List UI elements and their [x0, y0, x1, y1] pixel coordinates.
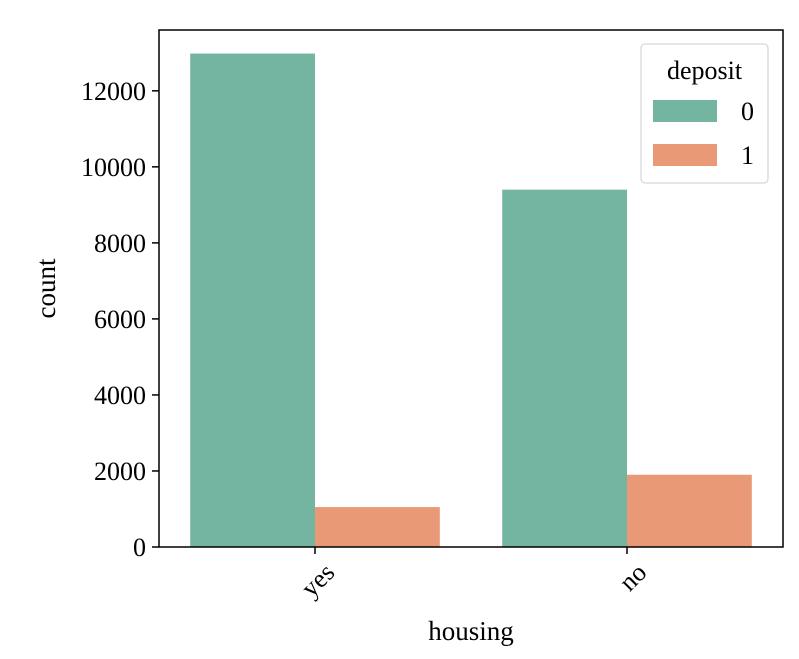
y-axis-ticks: 0 2000 4000 6000 8000 10000 12000: [81, 77, 159, 562]
y-tick-label: 2000: [94, 457, 146, 486]
bar-yes-deposit-1: [315, 507, 440, 547]
y-tick-label: 4000: [94, 381, 146, 410]
x-axis-ticks: yes no: [295, 547, 652, 603]
plot-frame: [158, 29, 784, 548]
legend: deposit 01: [640, 43, 769, 184]
legend-label-1: 1: [741, 141, 754, 170]
bar-no-deposit-0: [502, 189, 627, 548]
bar-no-deposit-1: [627, 474, 752, 547]
y-tick-label: 10000: [81, 153, 146, 182]
y-tick-label: 8000: [94, 229, 146, 258]
legend-swatch-1: [653, 144, 717, 166]
x-axis-label: housing: [428, 616, 514, 646]
x-tick-label-no: no: [613, 558, 652, 597]
legend-swatch-0: [653, 100, 717, 122]
y-tick-label: 12000: [81, 77, 146, 106]
y-tick-label: 0: [133, 533, 146, 562]
legend-items: 01: [653, 97, 754, 170]
bars-group: [190, 53, 752, 548]
legend-title: deposit: [667, 56, 743, 85]
y-axis-label: count: [31, 258, 61, 318]
y-tick-label: 6000: [94, 305, 146, 334]
bar-yes-deposit-0: [190, 53, 315, 547]
x-tick-label-yes: yes: [295, 558, 340, 603]
legend-label-0: 0: [741, 97, 754, 126]
